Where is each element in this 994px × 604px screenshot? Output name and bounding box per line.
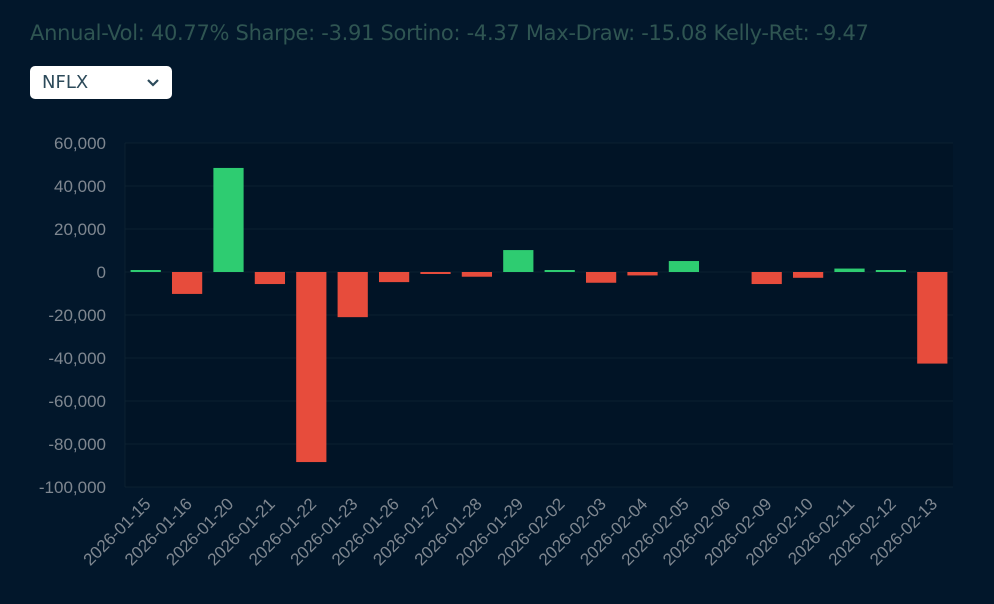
bar-2026-01-29 [503,250,534,272]
bar-2026-02-13 [917,272,948,364]
ticker-select-value: NFLX [42,72,89,93]
y-tick-label: -100,000 [39,478,106,497]
y-tick-label: 0 [97,263,106,282]
performance-stats: Annual-Vol: 40.77% Sharpe: -3.91 Sortino… [30,21,869,45]
bar-2026-01-15 [130,270,161,272]
bar-2026-01-20 [213,167,244,272]
bar-2026-01-23 [337,272,368,318]
bar-2026-02-09 [751,272,782,285]
y-tick-label: -80,000 [48,435,106,454]
bar-2026-01-21 [254,272,286,285]
bar-2026-01-27 [420,272,451,274]
y-tick-label: 40,000 [54,177,106,196]
bar-2026-01-16 [171,272,203,294]
y-tick-label: 60,000 [54,134,106,153]
bar-2026-01-28 [461,272,493,277]
y-tick-label: -40,000 [48,349,106,368]
bar-2026-01-22 [296,272,327,463]
chevron-down-icon [147,78,159,87]
bar-2026-02-05 [668,261,700,272]
bar-2026-02-02 [544,270,575,272]
bar-2026-02-03 [585,272,617,283]
y-tick-label: 20,000 [54,220,106,239]
bar-2026-02-10 [792,272,824,278]
bar-2026-02-04 [627,272,658,276]
ticker-select[interactable]: NFLX [30,66,172,99]
y-tick-label: -60,000 [48,392,106,411]
y-tick-label: -20,000 [48,306,106,325]
bar-2026-02-12 [875,270,907,272]
bar-2026-01-26 [378,272,410,283]
bar-2026-02-11 [834,268,865,272]
